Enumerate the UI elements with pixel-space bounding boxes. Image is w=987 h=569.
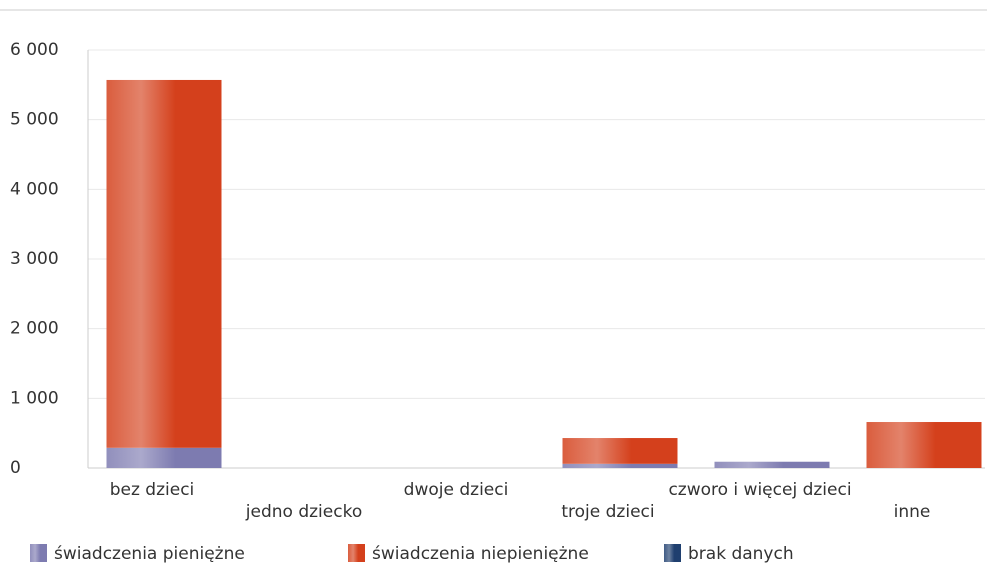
bar-segment bbox=[106, 79, 222, 448]
y-tick-label: 5 000 bbox=[10, 110, 59, 130]
legend-swatch bbox=[30, 544, 47, 562]
x-tick-label: dwoje dzieci bbox=[404, 480, 509, 500]
x-tick-label: jedno dziecko bbox=[245, 502, 362, 522]
legend-label: brak danych bbox=[688, 544, 794, 564]
y-tick-label: 6 000 bbox=[10, 40, 59, 60]
bar-segment bbox=[562, 463, 678, 468]
legend-swatch bbox=[348, 544, 365, 562]
y-tick-label: 2 000 bbox=[10, 319, 59, 339]
legend-label: świadczenia niepieniężne bbox=[372, 544, 589, 564]
x-tick-label: troje dzieci bbox=[561, 502, 654, 522]
bar-segment bbox=[866, 422, 982, 468]
bar-segment bbox=[106, 447, 222, 468]
legend-label: świadczenia pieniężne bbox=[54, 544, 245, 564]
x-tick-label: bez dzieci bbox=[110, 480, 195, 500]
y-tick-label: 4 000 bbox=[10, 179, 59, 199]
y-tick-label: 1 000 bbox=[10, 388, 59, 408]
bar-segment bbox=[562, 438, 678, 464]
x-tick-label: inne bbox=[894, 502, 931, 522]
y-tick-label: 0 bbox=[10, 458, 21, 478]
bar-segment bbox=[714, 461, 830, 468]
legend-swatch bbox=[664, 544, 681, 562]
y-tick-label: 3 000 bbox=[10, 249, 59, 269]
x-tick-label: czworo i więcej dzieci bbox=[668, 480, 851, 500]
